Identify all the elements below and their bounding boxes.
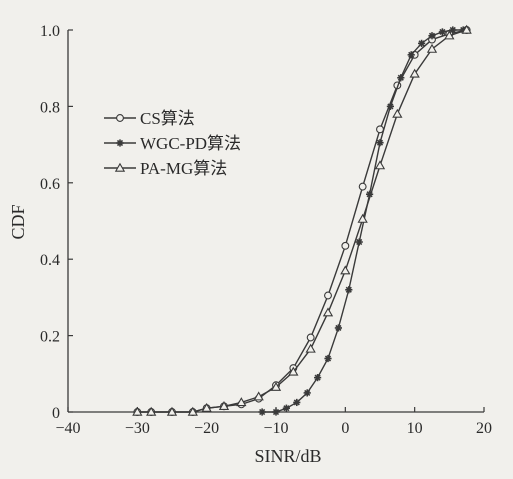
- data-point: [397, 74, 405, 82]
- data-point: [187, 406, 198, 416]
- data-point: [358, 182, 367, 191]
- y-tick-label: 0.4: [40, 252, 60, 269]
- data-point: [146, 406, 157, 416]
- x-tick-label: −30: [125, 420, 150, 437]
- data-point: [449, 26, 457, 34]
- data-point: [418, 39, 426, 47]
- data-point: [166, 406, 178, 416]
- data-point: [334, 324, 342, 332]
- data-point: [272, 408, 280, 416]
- y-tick-label: 0.2: [40, 329, 60, 346]
- data-point: [407, 51, 415, 59]
- x-tick-label: −10: [263, 420, 288, 437]
- data-point: [253, 391, 264, 401]
- data-point: [282, 404, 290, 412]
- legend-label: WGC-PD算法: [140, 134, 241, 153]
- y-axis-label: CDF: [8, 204, 28, 239]
- data-point: [341, 241, 350, 250]
- data-point: [438, 28, 446, 36]
- data-point: [357, 213, 368, 223]
- y-tick-label: 0.8: [40, 99, 60, 116]
- x-axis-label: SINR/dB: [254, 446, 321, 466]
- data-point: [324, 354, 332, 363]
- y-tick-label: 0.6: [40, 176, 60, 193]
- x-tick-label: 10: [407, 420, 423, 437]
- data-point: [386, 102, 394, 110]
- x-tick-label: −40: [55, 420, 80, 437]
- data-point: [392, 108, 403, 118]
- x-tick-label: −20: [194, 420, 219, 437]
- series-1: [133, 26, 471, 416]
- data-point: [444, 30, 455, 40]
- legend-label: PA-MG算法: [140, 159, 227, 178]
- data-point: [340, 265, 351, 275]
- data-point: [324, 291, 332, 300]
- data-point: [132, 406, 143, 416]
- legend-label: CS算法: [140, 109, 195, 128]
- data-point: [218, 400, 230, 410]
- legend-marker: [116, 139, 124, 147]
- data-point: [345, 286, 353, 294]
- data-point: [409, 68, 420, 78]
- series-line: [137, 29, 467, 413]
- data-point: [258, 408, 266, 416]
- data-point: [270, 381, 282, 391]
- data-point: [293, 398, 301, 407]
- data-point: [366, 190, 374, 198]
- series-line: [137, 29, 467, 413]
- data-point: [376, 139, 384, 147]
- data-point: [314, 374, 322, 382]
- data-point: [428, 32, 436, 40]
- data-point: [236, 397, 247, 407]
- data-point: [288, 366, 299, 376]
- data-point: [376, 125, 384, 134]
- data-point: [201, 402, 212, 412]
- y-tick-label: 1.0: [40, 23, 60, 40]
- legend-marker: [114, 162, 126, 172]
- data-point: [305, 343, 316, 353]
- x-tick-label: 0: [341, 420, 349, 437]
- data-point: [426, 43, 438, 53]
- y-tick-label: 0: [52, 405, 60, 422]
- data-point: [461, 24, 472, 34]
- data-point: [303, 389, 311, 397]
- data-point: [306, 333, 315, 342]
- data-point: [355, 238, 363, 246]
- data-point: [322, 307, 334, 317]
- data-point: [374, 160, 386, 170]
- legend-marker: [116, 114, 124, 122]
- x-tick-label: 20: [476, 420, 492, 437]
- series-3: [132, 24, 472, 416]
